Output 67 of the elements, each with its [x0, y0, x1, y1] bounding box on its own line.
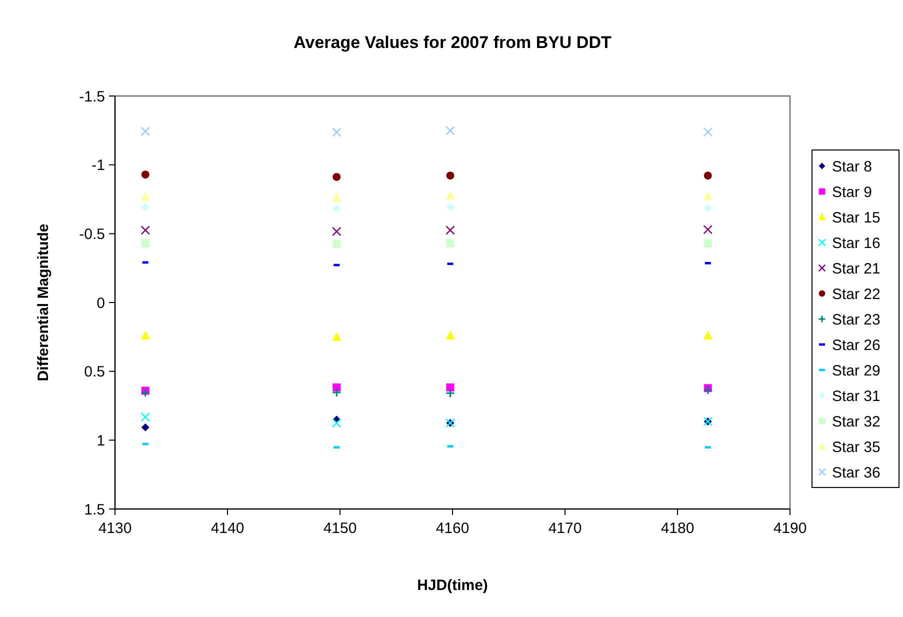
point [140, 192, 150, 201]
point [703, 127, 713, 137]
point [141, 239, 150, 248]
legend-label: Star 8 [832, 158, 872, 176]
legend-label: Star 26 [832, 336, 880, 354]
x-tick-label: 4170 [548, 520, 582, 537]
point [140, 126, 150, 136]
legend-label: Star 35 [832, 438, 880, 456]
legend-label: Star 16 [832, 234, 880, 252]
legend-label: Star 36 [832, 464, 880, 482]
legend-label: Star 21 [832, 260, 880, 278]
point [140, 330, 150, 340]
legend-label: Star 32 [832, 413, 880, 430]
point [446, 388, 455, 398]
y-tick-label: -1 [92, 157, 105, 174]
y-tick-label: 0 [96, 294, 105, 312]
point [446, 172, 454, 180]
point [446, 126, 455, 136]
x-tick-label: 4130 [98, 520, 132, 537]
point [446, 330, 455, 340]
legend-label: Star 15 [832, 209, 880, 226]
point [332, 418, 342, 428]
point [332, 332, 342, 341]
legend-label: Star 9 [832, 184, 872, 201]
y-axis-title: Differential Magnitude [35, 224, 52, 382]
y-tick-label: 0.5 [84, 364, 105, 381]
point [140, 226, 150, 235]
y-tick-label: 1 [96, 432, 105, 450]
point [332, 204, 341, 213]
point [141, 423, 150, 432]
point [446, 239, 454, 248]
point [332, 128, 342, 137]
point [332, 240, 341, 248]
point [446, 383, 454, 392]
y-tick-label: -1.5 [79, 88, 105, 106]
chart-title: Average Values for 2007 from BYU DDT [294, 33, 612, 52]
point [704, 172, 712, 180]
y-tick-label: -0.5 [79, 226, 105, 243]
point [141, 203, 150, 212]
point [332, 192, 342, 202]
x-tick-label: 4140 [210, 520, 244, 537]
point [332, 226, 342, 236]
point [446, 226, 455, 235]
point [704, 204, 712, 212]
point [446, 190, 455, 200]
x-axis-title: HJD(time) [417, 577, 488, 594]
legend-label: Star 23 [832, 311, 880, 328]
legend-label: Star 29 [832, 362, 880, 380]
point [703, 224, 713, 234]
x-tick-label: 4150 [323, 520, 357, 537]
point [332, 388, 342, 398]
legend-label: Star 31 [832, 388, 880, 405]
point [332, 172, 341, 181]
y-tick-label: 1.5 [84, 501, 105, 518]
x-tick-label: 4180 [660, 520, 694, 537]
point [703, 385, 713, 395]
point [140, 388, 150, 398]
point [703, 330, 712, 340]
point [446, 203, 454, 212]
x-tick-label: 4160 [436, 520, 470, 537]
point [141, 170, 150, 179]
point [332, 383, 341, 392]
legend-label: Star 22 [832, 286, 880, 303]
x-tick-label: 4190 [773, 520, 807, 537]
point [704, 239, 712, 248]
point [703, 191, 712, 200]
point [140, 412, 150, 422]
